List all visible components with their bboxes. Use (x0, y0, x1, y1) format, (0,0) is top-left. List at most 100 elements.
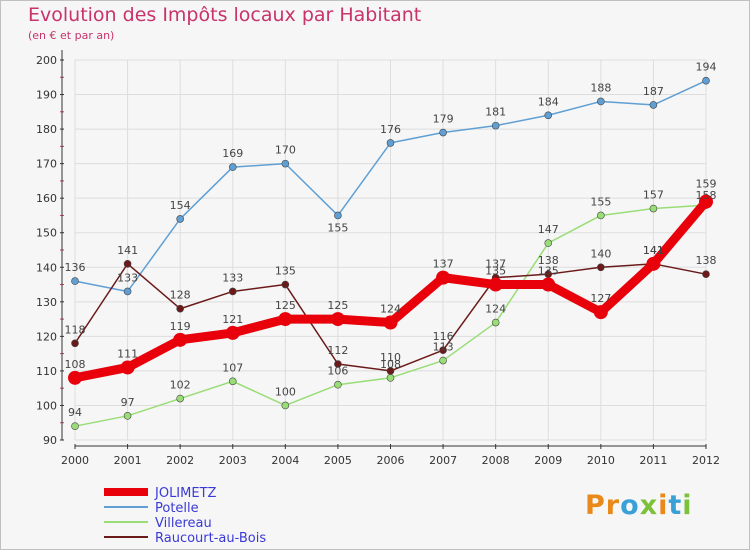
x-tick-label: 2005 (324, 454, 352, 467)
data-label: 135 (485, 265, 506, 278)
data-label: 147 (538, 223, 559, 236)
data-point (386, 374, 395, 382)
legend-label: Raucourt-au-Bois (155, 531, 266, 546)
data-point (176, 215, 184, 223)
y-tick-label: 200 (36, 54, 57, 67)
data-label: 155 (590, 195, 611, 208)
data-point (120, 360, 135, 375)
data-label: 116 (433, 330, 454, 343)
y-tick-label: 190 (36, 89, 57, 102)
data-point (176, 394, 184, 403)
legend-label: JOLIMETZ (154, 486, 217, 501)
data-label: 136 (65, 261, 86, 274)
data-label: 140 (590, 247, 611, 260)
data-label: 179 (433, 113, 454, 126)
data-label: 125 (327, 299, 348, 312)
data-label: 127 (590, 292, 611, 305)
data-point (173, 332, 188, 347)
proxiti-logo: Proxiti (585, 490, 693, 521)
x-tick-label: 2002 (166, 454, 194, 467)
data-point (383, 315, 398, 330)
data-point (228, 377, 237, 386)
data-point (491, 318, 500, 327)
data-point (544, 111, 553, 120)
data-label: 184 (538, 95, 559, 108)
data-point (281, 159, 290, 168)
data-label: 141 (643, 244, 664, 257)
y-tick-label: 160 (36, 192, 57, 205)
data-point (123, 260, 132, 268)
data-label: 111 (117, 347, 138, 360)
data-point (123, 412, 132, 420)
data-point (68, 370, 82, 385)
data-label: 169 (222, 147, 243, 160)
data-label: 118 (65, 323, 86, 336)
data-label: 138 (696, 254, 717, 267)
y-tick-labels: 90 100 110 120 130 140 150 160 170 180 190 200 (36, 54, 57, 447)
data-label: 110 (380, 351, 401, 364)
x-tick-label: 2012 (692, 454, 720, 467)
data-point (649, 204, 658, 213)
data-point (281, 401, 290, 410)
data-label: 187 (643, 85, 664, 98)
data-label: 188 (590, 81, 611, 94)
data-label: 124 (380, 303, 401, 316)
x-tick-label: 2001 (114, 454, 142, 467)
data-label: 100 (275, 385, 296, 398)
legend-label: Potelle (155, 501, 199, 516)
data-label: 124 (485, 303, 506, 316)
data-labels: 94 97 102 107 100 106 108 113 124 147 155 157 158 136… (65, 61, 717, 419)
data-label: 176 (380, 123, 401, 136)
legend-label: Villereau (155, 516, 212, 531)
data-label: 125 (275, 299, 296, 312)
y-tick-label: 100 (36, 399, 57, 412)
data-point (544, 239, 553, 247)
x-tick-label: 2009 (534, 454, 562, 467)
y-tick-label: 90 (43, 434, 57, 447)
data-label: 112 (327, 344, 348, 357)
data-point (386, 367, 395, 375)
axes (60, 50, 707, 449)
x-tick-label: 2000 (61, 454, 89, 467)
data-point (646, 256, 661, 271)
data-label: 141 (117, 244, 138, 257)
data-point (334, 211, 342, 220)
data-point (228, 163, 237, 171)
data-label: 106 (327, 365, 348, 378)
data-point (649, 101, 658, 109)
data-label: 155 (327, 221, 348, 234)
x-tick-label: 2003 (219, 454, 247, 467)
data-label: 135 (275, 265, 296, 278)
y-tick-label: 110 (36, 365, 57, 378)
data-point (228, 287, 237, 296)
data-label: 181 (485, 106, 506, 119)
x-tick-label: 2006 (377, 454, 405, 467)
data-label: 128 (170, 289, 191, 302)
data-label: 133 (117, 271, 138, 284)
data-point (330, 312, 345, 327)
data-label: 108 (65, 358, 86, 371)
data-label: 138 (538, 254, 559, 267)
y-tick-label: 140 (36, 261, 57, 274)
data-point (278, 312, 293, 327)
x-tick-label: 2004 (271, 454, 299, 467)
data-point (281, 280, 290, 289)
data-point (439, 346, 447, 354)
data-label: 121 (222, 313, 243, 326)
data-point (439, 356, 447, 365)
y-tick-label: 170 (36, 158, 57, 171)
y-tick-label: 180 (36, 123, 57, 136)
data-point (702, 76, 710, 85)
data-point (597, 263, 605, 272)
data-point (436, 270, 451, 285)
data-label: 133 (222, 271, 243, 284)
data-label: 97 (121, 396, 135, 409)
y-tick-label: 150 (36, 227, 57, 240)
data-point (71, 277, 79, 285)
data-label: 170 (275, 144, 296, 157)
data-point (176, 304, 184, 313)
data-label: 102 (170, 379, 191, 392)
x-tick-labels: 2000 2001 2002 2003 2004 2005 2006 2007 2008 2009… (61, 454, 720, 467)
data-point (71, 339, 79, 348)
